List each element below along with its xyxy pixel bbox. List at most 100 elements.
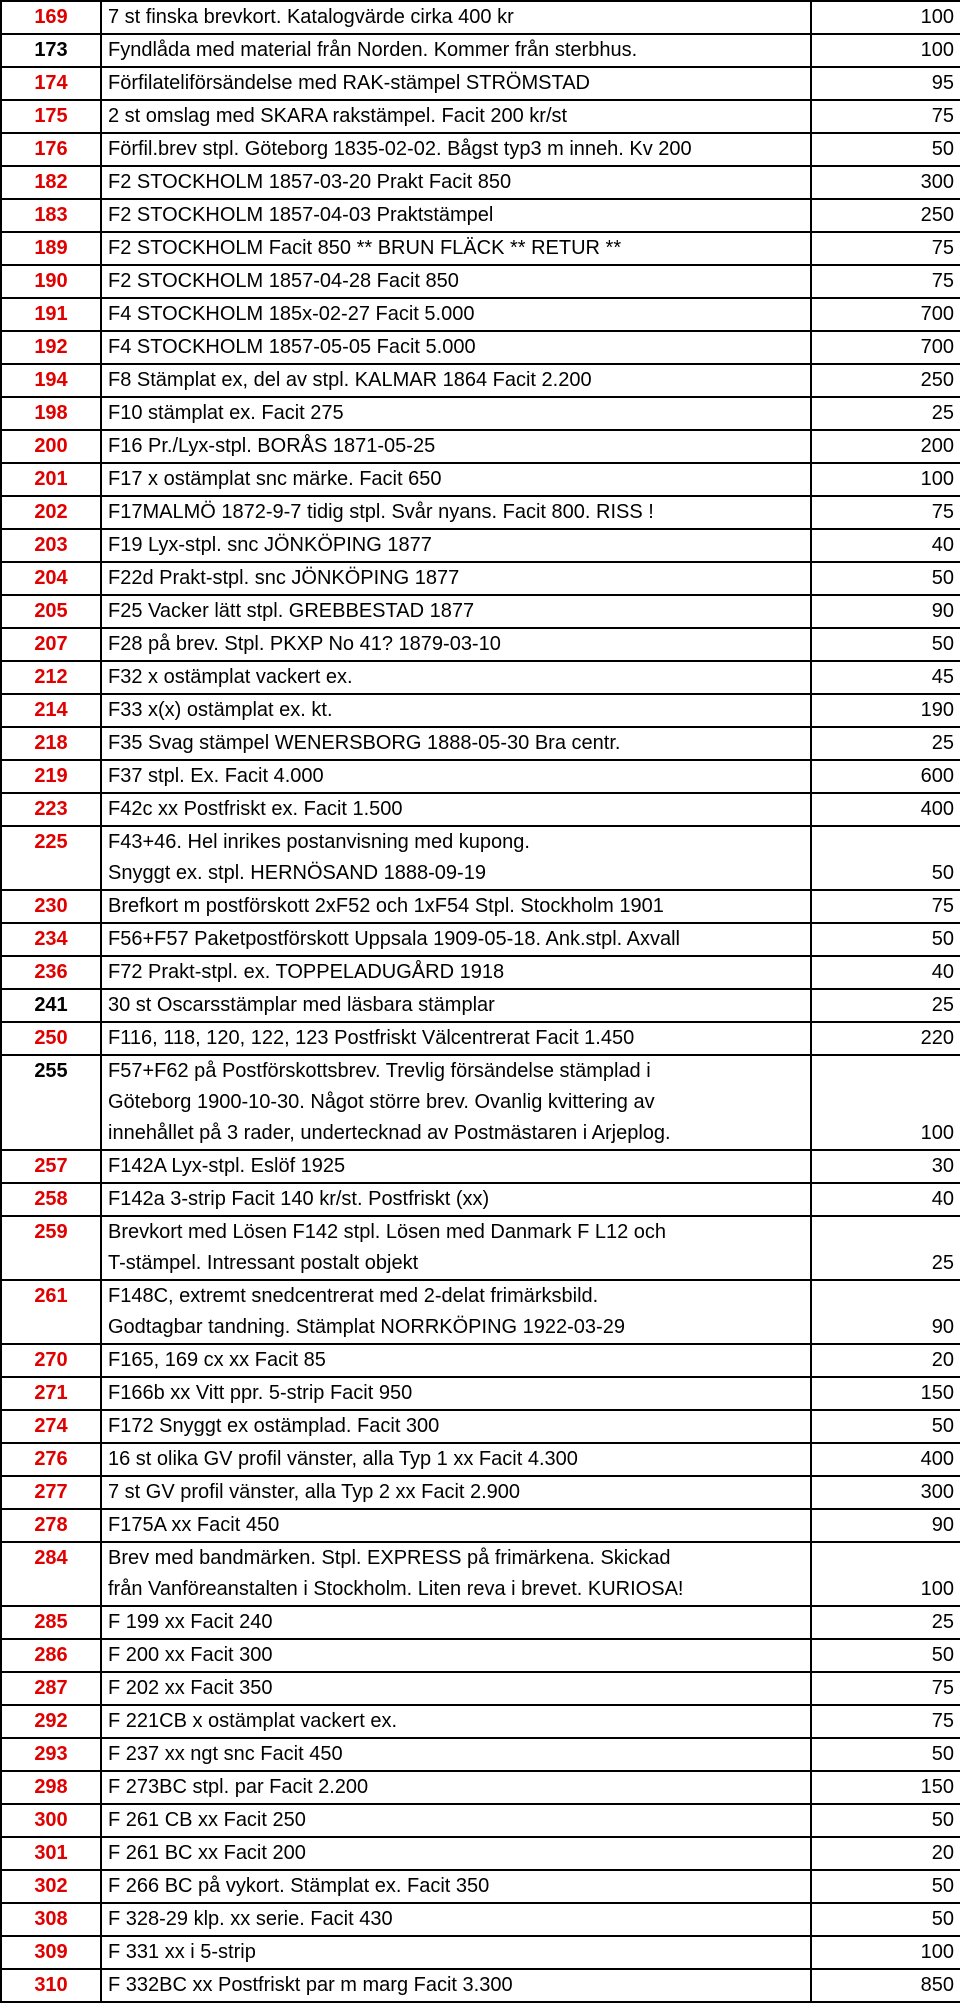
description-text: från Vanföreanstalten i Stockholm. Liten… [108, 1578, 683, 1600]
price-value: 25 [932, 994, 954, 1016]
description-text: F2 STOCKHOLM 1857-04-03 Praktstämpel [108, 204, 493, 226]
description-cell: F4 STOCKHOLM 1857-05-05 Facit 5.000 [101, 331, 811, 364]
lot-number: 310 [34, 1974, 67, 1996]
price-cell: 40 [811, 529, 960, 562]
lot-number: 214 [34, 699, 67, 721]
table-row: 301F 261 BC xx Facit 20020 [1, 1837, 960, 1870]
table-row: från Vanföreanstalten i Stockholm. Liten… [1, 1574, 960, 1606]
table-row: 285F 199 xx Facit 24025 [1, 1606, 960, 1639]
price-cell: 75 [811, 100, 960, 133]
price-cell: 90 [811, 1312, 960, 1344]
table-row: 284Brev med bandmärken. Stpl. EXPRESS på… [1, 1542, 960, 1574]
price-cell: 100 [811, 34, 960, 67]
table-row: 192F4 STOCKHOLM 1857-05-05 Facit 5.00070… [1, 331, 960, 364]
lot-number-cell: 293 [1, 1738, 101, 1771]
description-cell: F 221CB x ostämplat vackert ex. [101, 1705, 811, 1738]
description-text: F 331 xx i 5-strip [108, 1941, 256, 1963]
lots-table: 1697 st finska brevkort. Katalogvärde ci… [0, 0, 960, 2003]
lot-number-cell: 194 [1, 364, 101, 397]
table-row: 173Fyndlåda med material från Norden. Ko… [1, 34, 960, 67]
lot-number: 259 [34, 1221, 67, 1243]
description-cell: F166b xx Vitt ppr. 5-strip Facit 950 [101, 1377, 811, 1410]
description-cell: F172 Snyggt ex ostämplad. Facit 300 [101, 1410, 811, 1443]
description-text: F 199 xx Facit 240 [108, 1611, 273, 1633]
lot-number: 194 [34, 369, 67, 391]
table-row: 205F25 Vacker lätt stpl. GREBBESTAD 1877… [1, 595, 960, 628]
description-cell: F35 Svag stämpel WENERSBORG 1888-05-30 B… [101, 727, 811, 760]
lot-number-cell: 173 [1, 34, 101, 67]
lot-number-cell: 285 [1, 1606, 101, 1639]
description-text: 30 st Oscarsstämplar med läsbara stämpla… [108, 994, 495, 1016]
table-row: 250F116, 118, 120, 122, 123 Postfriskt V… [1, 1022, 960, 1055]
description-text: Göteborg 1900-10-30. Något större brev. … [108, 1091, 655, 1113]
price-value: 400 [921, 798, 954, 820]
price-value: 40 [932, 961, 954, 983]
lot-number: 261 [34, 1285, 67, 1307]
price-cell [811, 1216, 960, 1248]
lot-number-cell: 200 [1, 430, 101, 463]
price-cell: 150 [811, 1771, 960, 1804]
description-cell: Förfilateliförsändelse med RAK-stämpel S… [101, 67, 811, 100]
lot-number-cell: 202 [1, 496, 101, 529]
lot-number: 176 [34, 138, 67, 160]
price-cell: 95 [811, 67, 960, 100]
description-cell: F33 x(x) ostämplat ex. kt. [101, 694, 811, 727]
price-value: 95 [932, 72, 954, 94]
description-text: F57+F62 på Postförskottsbrev. Trevlig fö… [108, 1060, 651, 1082]
table-row: Göteborg 1900-10-30. Något större brev. … [1, 1087, 960, 1118]
price-cell: 25 [811, 397, 960, 430]
description-cell: F 202 xx Facit 350 [101, 1672, 811, 1705]
lot-number-cell: 192 [1, 331, 101, 364]
price-value: 220 [921, 1027, 954, 1049]
table-row: Snyggt ex. stpl. HERNÖSAND 1888-09-1950 [1, 858, 960, 890]
table-row: T-stämpel. Intressant postalt objekt25 [1, 1248, 960, 1280]
lot-number-cell: 255 [1, 1055, 101, 1087]
price-cell [811, 1280, 960, 1312]
price-cell: 75 [811, 265, 960, 298]
lot-number-cell: 212 [1, 661, 101, 694]
lot-number: 250 [34, 1027, 67, 1049]
description-text: F 261 BC xx Facit 200 [108, 1842, 306, 1864]
description-text: F165, 169 cx xx Facit 85 [108, 1349, 326, 1371]
lot-number-cell: 284 [1, 1542, 101, 1574]
description-cell: F10 stämplat ex. Facit 275 [101, 397, 811, 430]
price-cell: 100 [811, 1936, 960, 1969]
price-value: 75 [932, 105, 954, 127]
price-cell: 100 [811, 1118, 960, 1150]
table-row: 204F22d Prakt-stpl. snc JÖNKÖPING 187750 [1, 562, 960, 595]
table-row: 214F33 x(x) ostämplat ex. kt.190 [1, 694, 960, 727]
table-row: 257F142A Lyx-stpl. Eslöf 192530 [1, 1150, 960, 1183]
price-cell: 75 [811, 1705, 960, 1738]
lot-number: 308 [34, 1908, 67, 1930]
price-value: 850 [921, 1974, 954, 1996]
description-text: 16 st olika GV profil vänster, alla Typ … [108, 1448, 578, 1470]
description-text: F4 STOCKHOLM 1857-05-05 Facit 5.000 [108, 336, 476, 358]
table-row: 225F43+46. Hel inrikes postanvisning med… [1, 826, 960, 858]
lot-number-cell: 277 [1, 1476, 101, 1509]
description-text: Brefkort m postförskott 2xF52 och 1xF54 … [108, 895, 664, 917]
description-cell: F 331 xx i 5-strip [101, 1936, 811, 1969]
table-row: 1752 st omslag med SKARA rakstämpel. Fac… [1, 100, 960, 133]
lot-number: 219 [34, 765, 67, 787]
description-cell: F148C, extremt snedcentrerat med 2-delat… [101, 1280, 811, 1312]
price-value: 75 [932, 501, 954, 523]
description-cell: F 266 BC på vykort. Stämplat ex. Facit 3… [101, 1870, 811, 1903]
price-value: 50 [932, 928, 954, 950]
description-text: F 332BC xx Postfriskt par m marg Facit 3… [108, 1974, 513, 1996]
table-row: 236F72 Prakt-stpl. ex. TOPPELADUGÅRD 191… [1, 956, 960, 989]
description-text: F17MALMÖ 1872-9-7 tidig stpl. Svår nyans… [108, 501, 654, 523]
table-row: 189F2 STOCKHOLM Facit 850 ** BRUN FLÄCK … [1, 232, 960, 265]
description-text: F25 Vacker lätt stpl. GREBBESTAD 1877 [108, 600, 474, 622]
table-row: 287F 202 xx Facit 35075 [1, 1672, 960, 1705]
table-row: Godtagbar tandning. Stämplat NORRKÖPING … [1, 1312, 960, 1344]
lot-number-cell: 287 [1, 1672, 101, 1705]
lot-number: 230 [34, 895, 67, 917]
lot-number-cell [1, 1248, 101, 1280]
lot-number-cell: 225 [1, 826, 101, 858]
description-cell: F17 x ostämplat snc märke. Facit 650 [101, 463, 811, 496]
table-row: innehållet på 3 rader, undertecknad av P… [1, 1118, 960, 1150]
price-value: 90 [932, 1514, 954, 1536]
description-cell: F165, 169 cx xx Facit 85 [101, 1344, 811, 1377]
price-value: 25 [932, 1252, 954, 1274]
description-cell: F2 STOCKHOLM 1857-03-20 Prakt Facit 850 [101, 166, 811, 199]
